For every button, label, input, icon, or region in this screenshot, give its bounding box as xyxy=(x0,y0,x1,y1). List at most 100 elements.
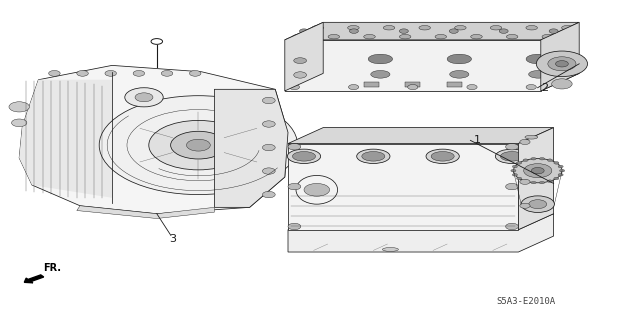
Circle shape xyxy=(531,158,536,160)
Circle shape xyxy=(531,167,544,174)
Ellipse shape xyxy=(506,34,518,39)
Circle shape xyxy=(523,159,528,161)
Ellipse shape xyxy=(529,70,548,78)
Circle shape xyxy=(540,181,545,184)
Circle shape xyxy=(554,162,559,164)
Circle shape xyxy=(399,29,408,33)
Ellipse shape xyxy=(450,70,469,78)
Text: FR.: FR. xyxy=(44,263,61,273)
Circle shape xyxy=(529,200,547,209)
Text: 2: 2 xyxy=(541,83,548,93)
Ellipse shape xyxy=(371,70,390,78)
Circle shape xyxy=(549,29,558,33)
Ellipse shape xyxy=(356,149,390,164)
Polygon shape xyxy=(19,80,112,198)
Ellipse shape xyxy=(328,34,340,39)
Circle shape xyxy=(516,177,522,180)
Polygon shape xyxy=(288,128,554,144)
Circle shape xyxy=(558,165,563,168)
Text: 1: 1 xyxy=(474,135,481,145)
Ellipse shape xyxy=(294,58,307,63)
Circle shape xyxy=(189,70,201,76)
Text: S5A3-E2010A: S5A3-E2010A xyxy=(496,297,555,306)
Circle shape xyxy=(523,180,528,182)
Ellipse shape xyxy=(368,54,392,64)
Circle shape xyxy=(135,93,153,102)
Circle shape xyxy=(558,174,563,176)
Polygon shape xyxy=(77,206,214,219)
Ellipse shape xyxy=(292,152,316,161)
Circle shape xyxy=(349,85,359,90)
Bar xyxy=(447,82,462,87)
Bar xyxy=(364,82,379,87)
Ellipse shape xyxy=(292,34,304,39)
Circle shape xyxy=(547,180,552,182)
Circle shape xyxy=(516,162,522,164)
Circle shape xyxy=(9,102,29,112)
Ellipse shape xyxy=(364,34,375,39)
Circle shape xyxy=(536,51,588,77)
Circle shape xyxy=(408,85,418,90)
Circle shape xyxy=(105,70,116,76)
Circle shape xyxy=(289,85,300,90)
Circle shape xyxy=(513,174,518,176)
Circle shape xyxy=(262,168,275,174)
Circle shape xyxy=(149,121,248,170)
Text: 3: 3 xyxy=(170,234,176,244)
Circle shape xyxy=(547,159,552,161)
Polygon shape xyxy=(285,40,541,91)
Polygon shape xyxy=(19,65,288,214)
Ellipse shape xyxy=(292,70,311,78)
Circle shape xyxy=(12,119,27,127)
Polygon shape xyxy=(285,73,579,91)
Ellipse shape xyxy=(525,135,538,139)
Circle shape xyxy=(288,144,301,150)
Circle shape xyxy=(449,29,458,33)
Ellipse shape xyxy=(435,34,447,39)
FancyArrow shape xyxy=(24,275,44,283)
Circle shape xyxy=(506,223,518,230)
Circle shape xyxy=(513,165,518,168)
Circle shape xyxy=(288,223,301,230)
Circle shape xyxy=(300,29,308,33)
Circle shape xyxy=(499,29,508,33)
Ellipse shape xyxy=(561,26,573,30)
Ellipse shape xyxy=(426,149,460,164)
Circle shape xyxy=(186,139,211,151)
Circle shape xyxy=(520,179,530,184)
Ellipse shape xyxy=(454,26,466,30)
Polygon shape xyxy=(288,214,554,252)
Circle shape xyxy=(521,196,554,212)
Ellipse shape xyxy=(526,26,538,30)
Circle shape xyxy=(304,183,330,196)
Polygon shape xyxy=(214,89,288,207)
Circle shape xyxy=(262,121,275,127)
Ellipse shape xyxy=(348,26,359,30)
Circle shape xyxy=(531,181,536,184)
Polygon shape xyxy=(541,22,579,91)
Circle shape xyxy=(349,29,358,33)
Ellipse shape xyxy=(312,26,323,30)
Circle shape xyxy=(526,85,536,90)
Circle shape xyxy=(554,177,559,180)
Circle shape xyxy=(506,183,518,190)
Ellipse shape xyxy=(383,248,398,251)
Circle shape xyxy=(133,70,145,76)
Ellipse shape xyxy=(526,54,550,64)
Polygon shape xyxy=(285,22,323,91)
Circle shape xyxy=(513,159,562,183)
Circle shape xyxy=(506,144,518,150)
Ellipse shape xyxy=(289,54,314,64)
Ellipse shape xyxy=(362,152,385,161)
Ellipse shape xyxy=(383,26,395,30)
Ellipse shape xyxy=(419,26,431,30)
Circle shape xyxy=(556,61,568,67)
Ellipse shape xyxy=(495,149,529,164)
Circle shape xyxy=(77,70,88,76)
Circle shape xyxy=(520,203,530,208)
Ellipse shape xyxy=(490,26,502,30)
Bar xyxy=(405,82,420,87)
Circle shape xyxy=(99,96,298,195)
Circle shape xyxy=(524,164,552,178)
Circle shape xyxy=(262,144,275,151)
